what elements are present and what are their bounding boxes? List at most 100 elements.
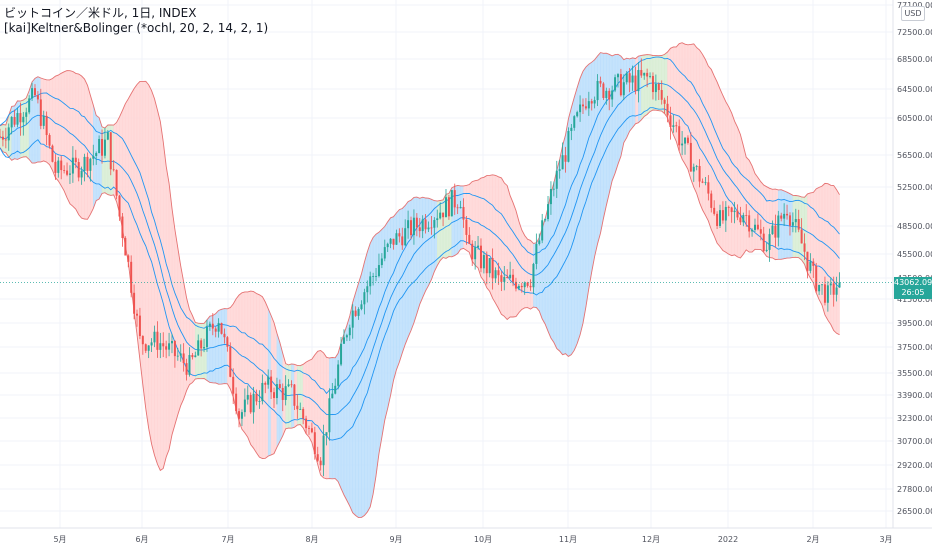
candle [203,338,206,353]
band-fill-segment [827,183,832,326]
time-axis[interactable]: 5月 6月 7月 8月 9月 10月 11月 12月 2022 2月 3月 [0,527,932,544]
band-fill-segment [489,174,493,299]
candle [273,387,276,409]
price-tick-label: 30700.00 [897,437,932,446]
candle [453,183,456,215]
candle [252,386,255,424]
candle [707,175,710,201]
candle [159,332,162,359]
candle [267,369,270,389]
band-fill-segment [836,188,840,336]
candle [698,159,701,188]
candle [136,309,139,327]
band-fill-segment [585,63,590,307]
band-fill-segment [297,365,301,426]
candle [168,332,171,357]
band-fill-segment [728,106,732,256]
band-fill-segment [437,200,441,267]
candle [823,276,826,306]
candle [16,107,19,128]
band-fill-segment [81,75,85,220]
band-fill-segment [23,97,27,158]
candle [686,135,689,145]
candle [305,415,308,435]
band-fill-segment [722,95,727,253]
candle [570,123,573,141]
candle [66,162,69,177]
candle [482,251,485,274]
band-fill-segment [498,176,502,315]
candle [261,374,264,405]
candle [663,97,666,114]
candle [835,276,838,302]
band-fill-segment [78,73,82,219]
candle [217,318,220,338]
candle [392,238,395,250]
candle [479,238,482,273]
candle [535,233,538,270]
candle [74,149,77,169]
candle [4,127,7,149]
candle [232,368,235,405]
candle [675,121,678,133]
candle [48,133,51,149]
candle [118,194,121,221]
candle [162,332,165,358]
candle [634,66,637,95]
band-fill-segment [559,145,563,356]
candle [290,380,293,388]
candle [514,277,517,292]
candle [614,74,617,93]
band-fill-segment [346,315,351,507]
band-fill-segment [681,42,686,165]
candle [497,262,500,285]
candle [278,379,281,390]
candle [517,284,520,291]
candle [249,392,252,414]
candle [173,340,176,368]
candle [92,144,95,166]
candle [660,80,663,105]
candle [477,235,480,250]
price-tick-label: 32300.00 [897,414,932,423]
candle [672,114,675,133]
band-fill-segment [620,55,625,157]
candle [410,216,413,240]
candle [138,307,141,340]
candle [736,204,739,221]
candle [733,201,736,224]
band-fill-segment [11,105,15,161]
band-fill-segment [606,52,610,206]
candle [797,209,800,233]
candle [313,426,316,460]
band-fill-segment [402,204,406,353]
candle [526,281,529,288]
band-fill-segment [17,100,21,160]
indicator-label[interactable]: [kai]Keltner&Bolinger (*ochl, 20, 2, 14,… [4,21,269,35]
band-fill-segment [247,290,251,445]
bollinger-middle-line [0,82,840,416]
candle [112,160,115,172]
price-axis[interactable]: 26500.00 27800.00 29200.00 30700.00 32300.00… [892,0,932,528]
candle [25,107,28,125]
candle [538,233,541,246]
band-fill-segment [66,70,71,204]
price-tick-label: 48500.00 [897,222,932,231]
candle [640,58,643,78]
candle [666,95,669,123]
candle [529,279,532,291]
candle [544,218,547,222]
candle [115,169,118,200]
candle [13,109,16,127]
candle [197,334,200,356]
candle [547,196,550,222]
candle [386,242,389,252]
candle [838,272,841,288]
band-fill-segment [250,290,254,450]
candle [144,343,147,354]
currency-badge[interactable]: USD [901,6,925,21]
candle [71,146,74,183]
candle [156,321,159,358]
candle [710,190,713,213]
